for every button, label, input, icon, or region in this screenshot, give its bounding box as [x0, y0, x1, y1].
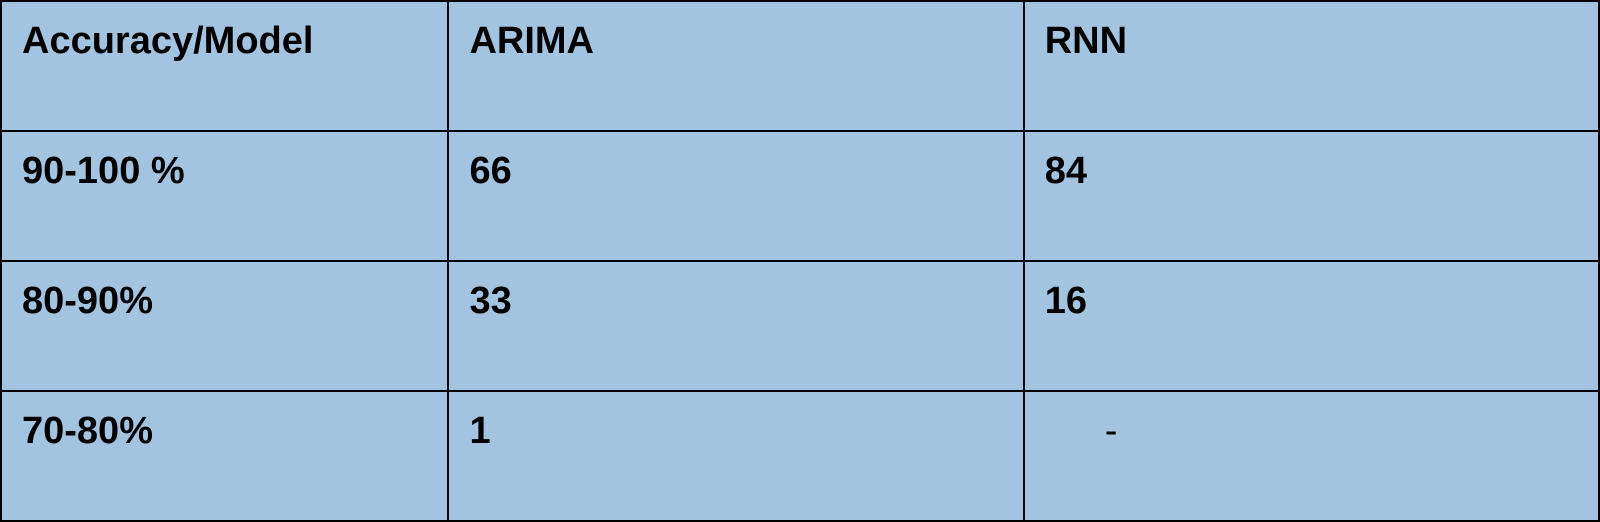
- header-rnn: RNN: [1024, 1, 1599, 131]
- table-header-row: Accuracy/Model ARIMA RNN: [1, 1, 1599, 131]
- comparison-table: Accuracy/Model ARIMA RNN 90-100 % 66 84 …: [0, 0, 1600, 522]
- cell-range-2: 70-80%: [1, 391, 448, 521]
- table-row: 70-80% 1 -: [1, 391, 1599, 521]
- cell-arima-2: 1: [448, 391, 1023, 521]
- header-accuracy-model: Accuracy/Model: [1, 1, 448, 131]
- table-row: 90-100 % 66 84: [1, 131, 1599, 261]
- cell-range-0: 90-100 %: [1, 131, 448, 261]
- table-row: 80-90% 33 16: [1, 261, 1599, 391]
- cell-range-1: 80-90%: [1, 261, 448, 391]
- cell-arima-0: 66: [448, 131, 1023, 261]
- cell-rnn-2: -: [1024, 391, 1599, 521]
- cell-arima-1: 33: [448, 261, 1023, 391]
- cell-rnn-0: 84: [1024, 131, 1599, 261]
- comparison-table-container: Accuracy/Model ARIMA RNN 90-100 % 66 84 …: [0, 0, 1600, 522]
- header-arima: ARIMA: [448, 1, 1023, 131]
- cell-rnn-1: 16: [1024, 261, 1599, 391]
